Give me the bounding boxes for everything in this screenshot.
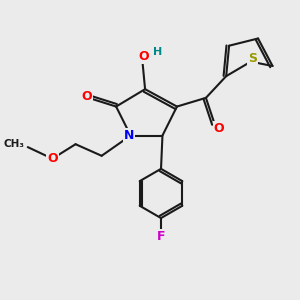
Text: O: O xyxy=(47,152,58,165)
Text: S: S xyxy=(248,52,257,65)
Text: N: N xyxy=(124,129,134,142)
Text: F: F xyxy=(157,230,165,243)
Text: O: O xyxy=(82,90,92,103)
Text: H: H xyxy=(154,46,163,56)
Text: CH₃: CH₃ xyxy=(4,139,25,149)
Text: O: O xyxy=(214,122,224,135)
Text: O: O xyxy=(138,50,149,63)
